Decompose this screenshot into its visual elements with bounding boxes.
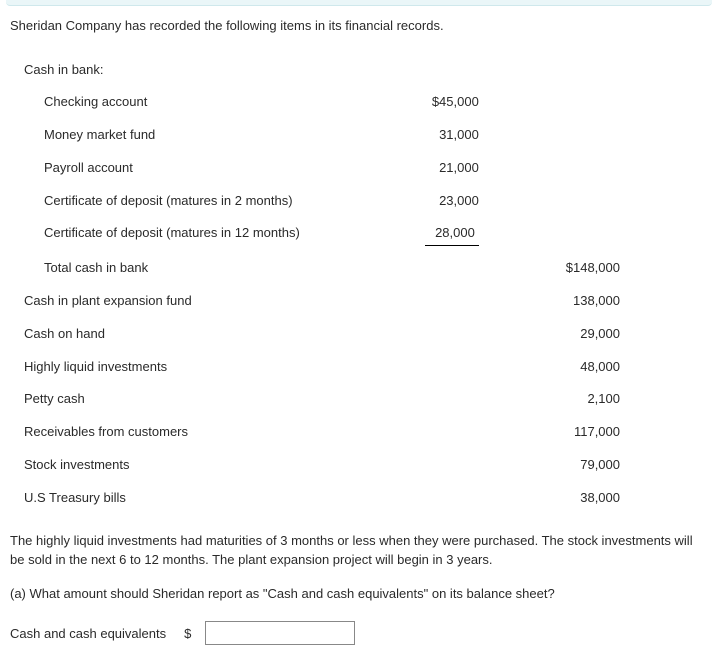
table-row: Checking account $45,000 <box>10 86 630 119</box>
table-row: Cash in plant expansion fund 138,000 <box>10 285 630 318</box>
mmf-value: 31,000 <box>392 119 499 152</box>
onhand-value: 29,000 <box>499 318 630 351</box>
tbills-value: 38,000 <box>499 482 630 515</box>
table-row: Payroll account 21,000 <box>10 152 630 185</box>
receivables-label: Receivables from customers <box>10 416 392 449</box>
cd12-label: Certificate of deposit (matures in 12 mo… <box>10 217 392 252</box>
payroll-value: 21,000 <box>392 152 499 185</box>
question-container: Sheridan Company has recorded the follow… <box>0 16 718 665</box>
plant-label: Cash in plant expansion fund <box>10 285 392 318</box>
cd2-value: 23,000 <box>392 185 499 218</box>
stock-label: Stock investments <box>10 449 392 482</box>
onhand-label: Cash on hand <box>10 318 392 351</box>
table-row: Highly liquid investments 48,000 <box>10 351 630 384</box>
financial-table: Cash in bank: Checking account $45,000 M… <box>10 54 630 515</box>
question-a-text: (a) What amount should Sheridan report a… <box>10 584 708 604</box>
checking-value: $45,000 <box>392 86 499 119</box>
table-row: Money market fund 31,000 <box>10 119 630 152</box>
receivables-value: 117,000 <box>499 416 630 449</box>
table-row: Petty cash 2,100 <box>10 383 630 416</box>
table-row: Total cash in bank $148,000 <box>10 252 630 285</box>
stock-value: 79,000 <box>499 449 630 482</box>
total-bank-label: Total cash in bank <box>10 252 392 285</box>
liquid-value: 48,000 <box>499 351 630 384</box>
header-row: Cash in bank: <box>10 54 630 87</box>
answer-row: Cash and cash equivalents $ <box>10 621 708 645</box>
cash-equivalents-input[interactable] <box>205 621 355 645</box>
payroll-label: Payroll account <box>10 152 392 185</box>
cash-in-bank-header: Cash in bank: <box>10 54 392 87</box>
table-row: Stock investments 79,000 <box>10 449 630 482</box>
notes-text: The highly liquid investments had maturi… <box>10 531 708 570</box>
mmf-label: Money market fund <box>10 119 392 152</box>
answer-label: Cash and cash equivalents <box>10 626 166 641</box>
table-row: Cash on hand 29,000 <box>10 318 630 351</box>
cd2-label: Certificate of deposit (matures in 2 mon… <box>10 185 392 218</box>
card-top-accent <box>6 0 712 6</box>
table-row: Certificate of deposit (matures in 12 mo… <box>10 217 630 252</box>
petty-value: 2,100 <box>499 383 630 416</box>
table-row: U.S Treasury bills 38,000 <box>10 482 630 515</box>
liquid-label: Highly liquid investments <box>10 351 392 384</box>
plant-value: 138,000 <box>499 285 630 318</box>
table-row: Certificate of deposit (matures in 2 mon… <box>10 185 630 218</box>
petty-label: Petty cash <box>10 383 392 416</box>
table-row: Receivables from customers 117,000 <box>10 416 630 449</box>
currency-symbol: $ <box>180 626 191 641</box>
total-bank-value: $148,000 <box>499 252 630 285</box>
checking-label: Checking account <box>10 86 392 119</box>
tbills-label: U.S Treasury bills <box>10 482 392 515</box>
cd12-value: 28,000 <box>392 217 499 252</box>
intro-text: Sheridan Company has recorded the follow… <box>10 16 708 36</box>
